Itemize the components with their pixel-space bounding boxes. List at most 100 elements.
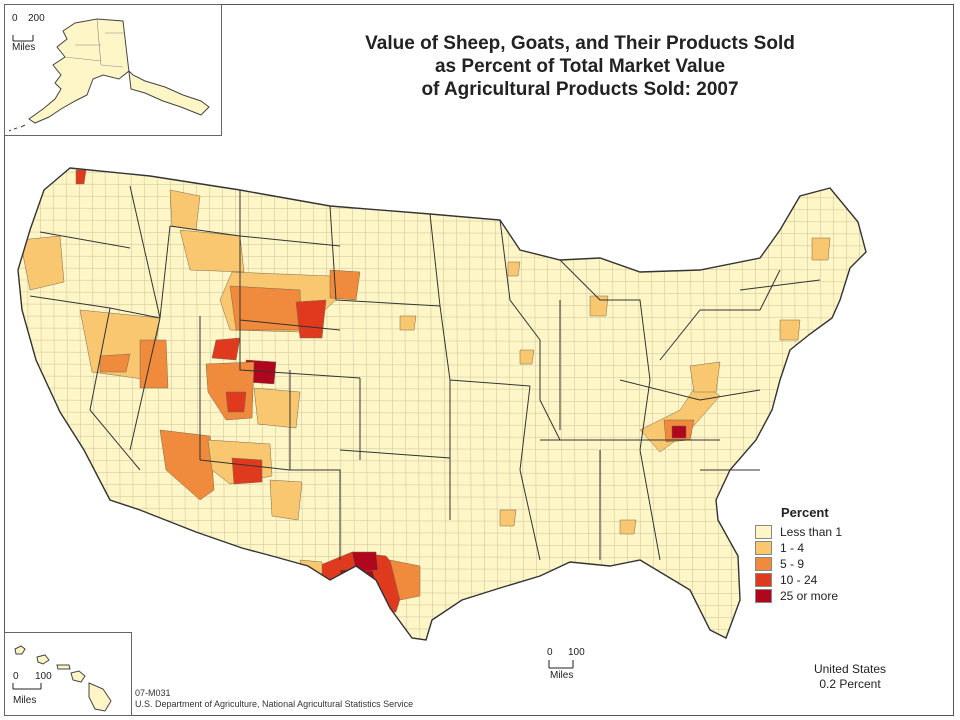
main-scale-right: 100: [568, 647, 585, 658]
title-line-1: Value of Sheep, Goats, and Their Product…: [365, 33, 795, 54]
county-line: [872, 150, 875, 660]
county-line: [455, 168, 460, 640]
alaska-map: [8, 18, 210, 132]
us-summary-value: 0.2 Percent: [819, 677, 881, 691]
county-line: [18, 267, 866, 271]
alaska-inset: 0 200 Miles: [4, 4, 222, 136]
shaded-county-region: [231, 457, 263, 485]
county-line: [18, 303, 866, 307]
hawaii-inset: 0 100 Miles: [4, 632, 132, 716]
legend-swatch: [755, 573, 772, 587]
legend-item: 10 - 24: [755, 572, 842, 588]
county-line: [468, 168, 473, 640]
county-line: [18, 291, 866, 295]
source-credit: U.S. Department of Agriculture, National…: [135, 699, 414, 709]
legend-label: 10 - 24: [780, 573, 818, 587]
shaded-county-region: [99, 353, 131, 373]
shaded-county-region: [619, 519, 637, 535]
shaded-county-region: [519, 349, 535, 365]
shaded-county-region: [671, 425, 687, 439]
aleutian-islands: [8, 124, 26, 132]
county-line: [18, 639, 866, 640]
map-id: 07-M031: [135, 688, 171, 698]
shaded-county-region: [75, 169, 87, 185]
legend-item: 25 or more: [755, 588, 842, 604]
shaded-county-region: [295, 299, 327, 339]
alaska-scale-left: 0: [12, 13, 18, 24]
shaded-county-region: [229, 285, 303, 331]
hawaii-scale-unit: Miles: [13, 695, 37, 706]
us-summary-label: United States: [813, 662, 887, 676]
hawaii-molokai: [56, 664, 71, 670]
alaska-inner-lines: [64, 18, 125, 68]
shaded-county-region: [211, 337, 241, 361]
county-line: [0, 160, 900, 162]
county-line: [18, 615, 866, 619]
shaded-county-region: [351, 551, 379, 573]
main-scale-bar: [548, 660, 574, 669]
county-line: [481, 168, 486, 640]
county-line: [14, 150, 17, 660]
shaded-county-region: [179, 229, 245, 273]
county-line: [18, 171, 866, 175]
county-line: [442, 168, 447, 640]
footer: 07-M031 U.S. Department of Agriculture, …: [135, 688, 413, 710]
shaded-county-region: [399, 315, 417, 331]
alaska-scale-unit: Miles: [12, 42, 36, 53]
shaded-county-region: [499, 509, 517, 527]
legend-title: Percent: [781, 505, 829, 520]
hawaii-big-island: [88, 682, 112, 712]
county-line: [18, 279, 866, 283]
shaded-county-region: [269, 479, 303, 521]
state-boundaries: [29, 185, 821, 561]
legend-label: 1 - 4: [780, 541, 805, 555]
legend: Percent Less than 1 1 - 4 5 - 9 10 - 24 …: [755, 505, 842, 604]
shaded-county-region: [139, 339, 169, 389]
shaded-county-region: [689, 361, 721, 393]
shaded-county-region: [639, 379, 721, 453]
main-scale-unit: Miles: [550, 670, 574, 681]
hawaii-map: [12, 645, 112, 712]
county-line: [0, 652, 900, 654]
county-line: [26, 168, 31, 640]
shaded-county-region: [589, 295, 609, 317]
legend-item: 1 - 4: [755, 540, 842, 556]
title-line-3: of Agricultural Products Sold: 2007: [421, 79, 739, 100]
legend-label: Less than 1: [780, 525, 843, 539]
shaded-county-region: [329, 269, 361, 301]
shaded-county-region: [779, 319, 801, 341]
legend-item: Less than 1: [755, 524, 842, 540]
hawaii-maui: [70, 670, 86, 683]
us-summary: United States 0.2 Percent: [795, 662, 905, 692]
legend-swatch: [755, 589, 772, 603]
shaded-county-region: [507, 261, 521, 277]
county-line: [429, 168, 434, 640]
main-scale-left: 0: [547, 647, 553, 658]
shaded-county-region: [299, 559, 323, 583]
alaska-shape: [28, 18, 210, 124]
hawaii-kauai: [14, 645, 26, 655]
title-line-2: as Percent of Total Market Value: [434, 56, 726, 77]
shaded-county-region: [389, 559, 421, 601]
alaska-scale-right: 200: [28, 13, 45, 24]
legend-label: 25 or more: [780, 589, 839, 603]
hawaii-scale-right: 100: [35, 671, 52, 682]
shaded-county-region: [19, 235, 65, 291]
shaded-county-region: [811, 237, 831, 261]
shaded-county-region: [225, 391, 247, 413]
shaded-county-region: [169, 189, 201, 231]
county-line: [18, 627, 866, 631]
county-line: [507, 168, 512, 640]
map-title: Value of Sheep, Goats, and Their Product…: [300, 32, 860, 101]
legend-swatch: [755, 541, 772, 555]
hawaii-oahu: [36, 654, 50, 665]
hawaii-scale-left: 0: [13, 671, 19, 682]
shaded-county-region: [253, 387, 301, 429]
us-outline: [17, 167, 867, 641]
legend-swatch: [755, 557, 772, 571]
legend-label: 5 - 9: [780, 557, 805, 571]
legend-item: 5 - 9: [755, 556, 842, 572]
legend-swatch: [755, 525, 772, 539]
